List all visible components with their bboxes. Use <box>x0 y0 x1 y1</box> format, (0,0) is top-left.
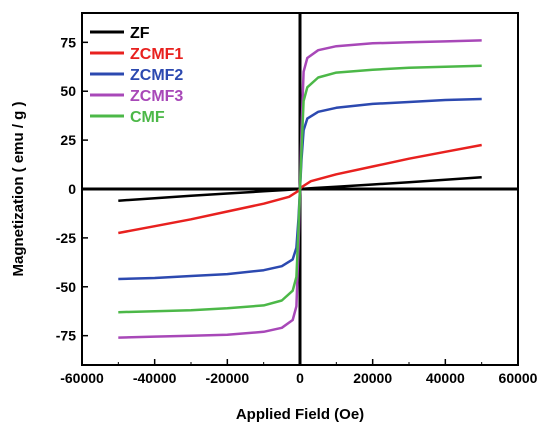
y-tick-label: -25 <box>56 230 76 246</box>
legend-label-zf: ZF <box>130 25 150 42</box>
x-tick-label: -20000 <box>206 370 250 386</box>
x-tick-label: -60000 <box>60 370 104 386</box>
y-tick-label: -50 <box>56 279 76 295</box>
y-tick-label: 50 <box>60 83 76 99</box>
legend: ZF ZCMF1 ZCMF2 ZCMF3 CMF <box>90 25 183 126</box>
y-tick-label: 75 <box>60 34 76 50</box>
y-axis-ticks: -75 -50 -25 0 25 50 75 <box>56 34 88 344</box>
y-axis-label: Magnetization ( emu / g ) <box>10 101 27 276</box>
legend-label-zcmf3: ZCMF3 <box>130 88 183 105</box>
x-axis-label: Applied Field (Oe) <box>236 406 364 422</box>
legend-label-zcmf2: ZCMF2 <box>130 67 183 84</box>
x-tick-label: 60000 <box>499 370 538 386</box>
x-tick-label: 40000 <box>426 370 465 386</box>
legend-label-zcmf1: ZCMF1 <box>130 46 183 63</box>
y-tick-label: 25 <box>60 132 76 148</box>
legend-label-cmf: CMF <box>130 109 165 126</box>
x-tick-label: -40000 <box>133 370 177 386</box>
y-tick-label: 0 <box>68 181 76 197</box>
x-tick-label: 20000 <box>353 370 392 386</box>
series-layer <box>118 39 482 339</box>
x-tick-label: 0 <box>296 370 304 386</box>
series-line-cmf <box>118 64 482 314</box>
x-axis-ticks: -60000 -40000 -20000 0 20000 40000 60000 <box>60 359 538 386</box>
y-tick-label: -75 <box>56 328 76 344</box>
